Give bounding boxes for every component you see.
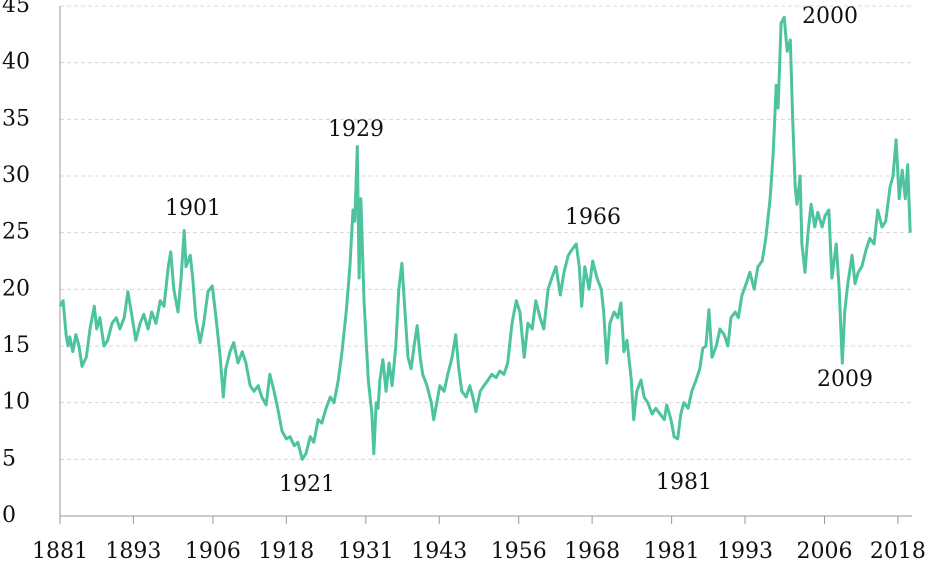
x-tick-label: 1943	[411, 539, 467, 564]
y-tick-label: 10	[2, 390, 30, 415]
x-tick-label: 1893	[105, 539, 161, 564]
y-tick-label: 25	[2, 220, 30, 245]
x-tick-label: 2006	[797, 539, 853, 564]
annotation: 1966	[565, 205, 621, 230]
x-tick-label: 1881	[32, 539, 88, 564]
x-tick-label: 1906	[185, 539, 241, 564]
annotation: 2000	[802, 4, 858, 29]
y-tick-label: 5	[2, 446, 16, 471]
annotation: 1921	[279, 472, 335, 497]
y-tick-label: 15	[2, 333, 30, 358]
x-tick-label: 1931	[338, 539, 394, 564]
y-tick-label: 0	[2, 503, 16, 528]
y-tick-label: 35	[2, 106, 30, 131]
x-tick-label: 1993	[717, 539, 773, 564]
annotation: 2009	[817, 367, 873, 392]
x-tick-label: 1968	[564, 539, 620, 564]
x-tick-label: 2018	[870, 539, 926, 564]
x-tick-label: 1981	[644, 539, 700, 564]
line	[58, 15, 912, 461]
y-tick-label: 30	[2, 163, 30, 188]
y-tick-label: 45	[2, 0, 30, 18]
annotation: 1981	[656, 470, 712, 495]
annotation: 1929	[328, 117, 384, 142]
x-tick-label: 1956	[491, 539, 547, 564]
annotation: 1901	[165, 196, 221, 221]
y-tick-label: 40	[2, 50, 30, 75]
x-tick-label: 1918	[258, 539, 314, 564]
y-tick-label: 20	[2, 276, 30, 301]
